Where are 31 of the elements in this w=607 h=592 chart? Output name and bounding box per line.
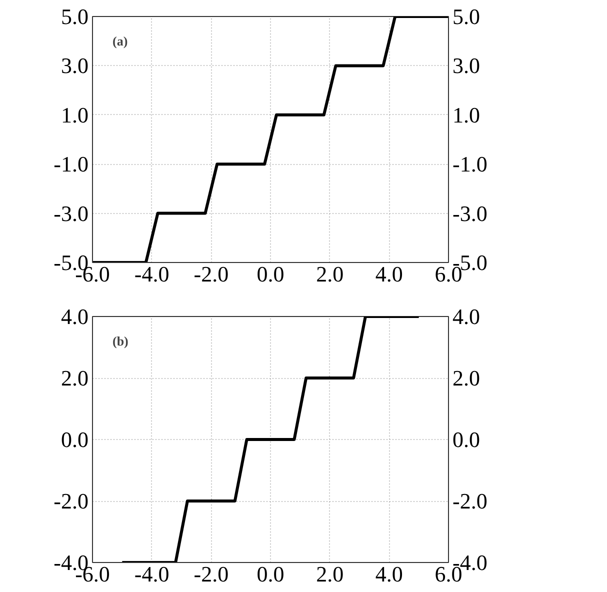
x-tick-label: 0.0 bbox=[256, 562, 284, 586]
y2-tick-label: 1.0 bbox=[452, 102, 480, 128]
y2-tick-label: 5.0 bbox=[452, 4, 480, 29]
x-tick-label: -4.0 bbox=[134, 262, 170, 286]
annotation: (a) bbox=[112, 34, 128, 48]
x-tick-label: 0.0 bbox=[256, 262, 284, 286]
y2-tick-label: -3.0 bbox=[452, 200, 488, 226]
y-tick-label: 0.0 bbox=[61, 427, 88, 452]
y-tick-label: 1.0 bbox=[61, 102, 88, 128]
y2-tick-label: 0.0 bbox=[452, 427, 480, 452]
x-tick-label: 4.0 bbox=[375, 262, 403, 286]
y2-tick-label: 4.0 bbox=[452, 304, 480, 329]
x-tick-label: -2.0 bbox=[194, 562, 229, 586]
x-tick-label: 4.0 bbox=[375, 562, 403, 586]
y2-tick-label: 3.0 bbox=[452, 53, 480, 78]
x-tick-label: 2.0 bbox=[316, 562, 344, 586]
line-series bbox=[92, 16, 448, 262]
y-tick-label: 4.0 bbox=[61, 304, 88, 329]
y-tick-label: 5.0 bbox=[61, 4, 88, 29]
x-tick-label: 2.0 bbox=[316, 262, 344, 286]
y-tick-label: -3.0 bbox=[54, 200, 88, 226]
y2-tick-label: -1.0 bbox=[452, 152, 488, 177]
y2-tick-label: 2.0 bbox=[452, 366, 480, 390]
y2-tick-label: -2.0 bbox=[452, 488, 488, 514]
y-tick-label: 3.0 bbox=[61, 53, 88, 78]
y-tick-label: 2.0 bbox=[61, 366, 88, 390]
annotation: (b) bbox=[112, 334, 128, 348]
x-tick-label: -4.0 bbox=[134, 562, 170, 586]
x-tick-label: -2.0 bbox=[194, 262, 229, 286]
y-tick-label: -2.0 bbox=[54, 488, 88, 514]
y-tick-label: -1.0 bbox=[54, 152, 88, 177]
